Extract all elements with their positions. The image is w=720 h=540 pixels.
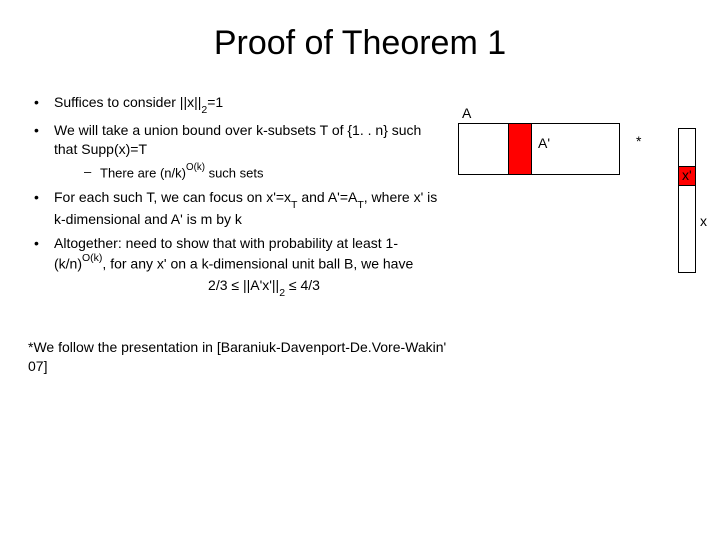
b3-sub2: T [357,199,363,211]
diagram: A A' * x' x [448,93,710,293]
label-x: x [700,213,707,229]
b2a-sup: O(k) [186,162,205,173]
b4-eq-pre: 2/3 ≤ ||A'x'|| [208,277,279,293]
b3-sub: T [291,199,297,211]
label-star: * [636,133,641,149]
b4-eq-post: ≤ 4/3 [285,277,320,293]
bullet-4: Altogether: need to show that with proba… [28,234,448,297]
bullet-list: Suffices to consider ||x||2=1 We will ta… [28,93,448,298]
footnote: *We follow the presentation in [Baraniuk… [28,338,448,376]
b4-sup: O(k) [82,252,102,264]
bullet-1: Suffices to consider ||x||2=1 [28,93,448,115]
b2a-post: such sets [209,165,264,180]
bullet-column: Suffices to consider ||x||2=1 We will ta… [28,93,448,376]
label-x-prime: x' [682,167,692,183]
rect-x [678,128,696,273]
content-row: Suffices to consider ||x||2=1 We will ta… [0,93,720,376]
page-title: Proof of Theorem 1 [0,0,720,93]
bullet-2: We will take a union bound over k-subset… [28,121,448,182]
b4-eq-sub: 2 [279,287,285,299]
sub-bullet-list: There are (n/k)O(k) such sets [54,163,448,182]
b1-sub: 2 [201,104,207,116]
b2-text: We will take a union bound over k-subset… [54,122,421,157]
b3-mid: and A'=A [297,189,357,205]
bullet-4-equation: 2/3 ≤ ||A'x'||2 ≤ 4/3 [80,276,448,298]
bullet-3: For each such T, we can focus on x'=xT a… [28,188,448,229]
label-A-prime: A' [538,135,550,151]
b3-pre: For each such T, we can focus on x'=x [54,189,291,205]
b1-post: =1 [207,94,223,110]
b4-post: , for any x' on a k-dimensional unit bal… [102,256,413,272]
b1-pre: Suffices to consider ||x|| [54,94,201,110]
rect-A-prime [508,123,532,175]
label-A: A [462,105,471,121]
b2a-pre: There are (n/k) [100,165,186,180]
bullet-2a: There are (n/k)O(k) such sets [54,163,448,182]
